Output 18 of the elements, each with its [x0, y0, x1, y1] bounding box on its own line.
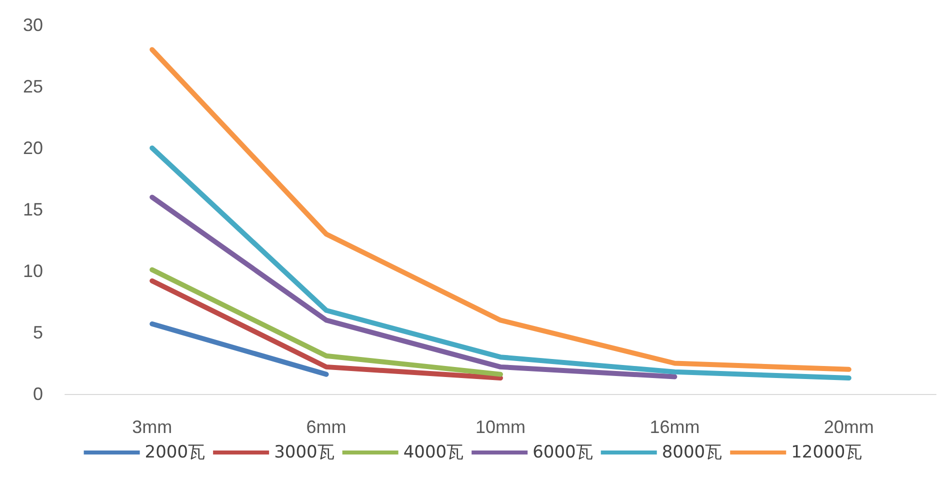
x-tick-label: 16mm [650, 417, 700, 437]
y-tick-label: 25 [22, 76, 43, 96]
x-tick-label: 3mm [132, 417, 172, 437]
y-tick-label: 20 [22, 138, 43, 158]
y-tick-label: 30 [22, 15, 43, 35]
x-tick-label: 20mm [824, 417, 874, 437]
legend-label: 2000瓦 [144, 442, 206, 462]
y-tick-label: 10 [22, 261, 43, 281]
y-tick-label: 15 [22, 200, 43, 220]
legend-label: 12000瓦 [791, 442, 862, 462]
legend-label: 4000瓦 [403, 442, 464, 462]
y-tick-label: 5 [32, 322, 43, 342]
legend-label: 6000瓦 [532, 442, 593, 462]
x-tick-label: 6mm [306, 417, 346, 437]
x-tick-label: 10mm [475, 417, 526, 437]
legend-label: 8000瓦 [662, 442, 722, 462]
y-tick-label: 0 [32, 384, 43, 404]
legend-label: 3000瓦 [274, 442, 334, 462]
